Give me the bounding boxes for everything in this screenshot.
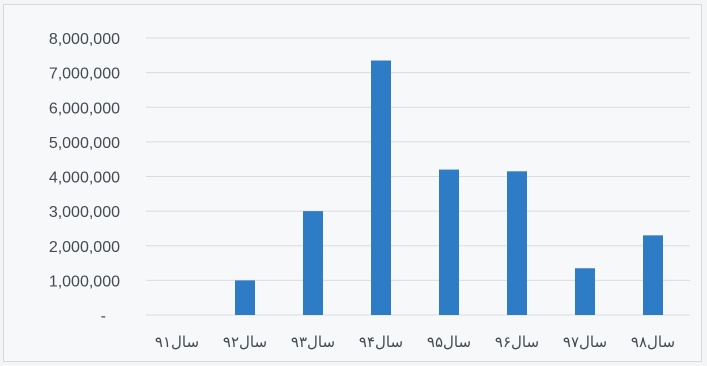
- bar: [575, 268, 595, 315]
- x-category-label: سال۹۳: [291, 333, 335, 351]
- x-category-label: سال۹۷: [563, 333, 607, 351]
- x-category-label: سال۹۸: [631, 333, 675, 351]
- bar: [507, 171, 527, 315]
- y-axis-ticks: - 1,000,000 2,000,000 3,000,000 4,000,000 5,0…: [49, 31, 120, 325]
- y-tick-label: 4,000,000: [49, 170, 120, 187]
- x-category-label: سال۹۶: [495, 333, 539, 351]
- bar: [371, 60, 391, 315]
- y-tick-label: 1,000,000: [49, 273, 120, 290]
- x-category-label: سال۹۲: [223, 333, 267, 351]
- y-tick-label: 6,000,000: [49, 100, 120, 117]
- x-category-label: سال۹۱: [155, 333, 199, 351]
- y-tick-label: 2,000,000: [49, 239, 120, 256]
- bar: [643, 235, 663, 315]
- bars: [235, 60, 663, 315]
- y-tick-label: 5,000,000: [49, 135, 120, 152]
- x-category-label: سال۹۵: [427, 333, 471, 351]
- gridlines: [146, 37, 690, 316]
- bar: [235, 280, 255, 315]
- x-axis-categories: سال۹۱ سال۹۲ سال۹۳ سال۹۴ سال۹۵ سال۹۶ سال۹۷ سال۹۸: [155, 333, 675, 351]
- y-tick-label: 8,000,000: [49, 31, 120, 48]
- y-tick-label: -: [101, 308, 106, 325]
- x-category-label: سال۹۴: [359, 333, 403, 351]
- bar: [303, 211, 323, 315]
- bar: [439, 169, 459, 315]
- y-tick-label: 7,000,000: [49, 66, 120, 83]
- y-tick-label: 3,000,000: [49, 204, 120, 221]
